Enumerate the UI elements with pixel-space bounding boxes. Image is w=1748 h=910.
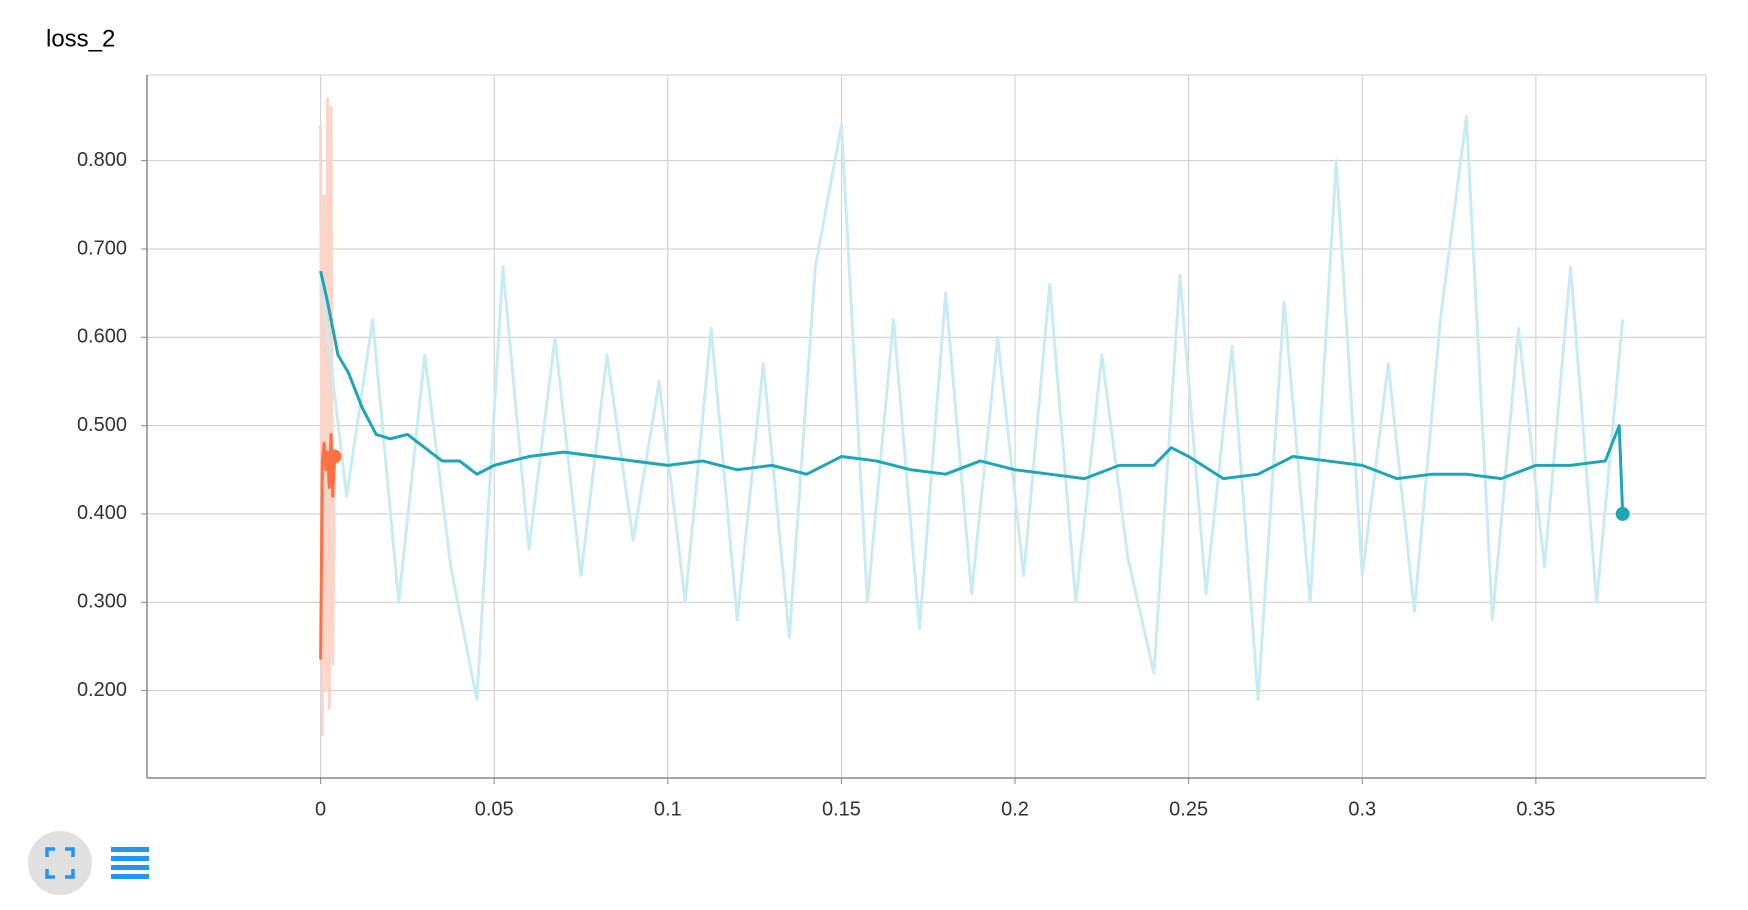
chart-title: loss_2 [46, 25, 115, 52]
y-tick-label: 0.200 [77, 679, 127, 701]
x-tick-label: 0.15 [822, 798, 861, 820]
plot-area: 0.200 0.300 0.400 0.500 0.600 0.700 0.800 0 0.05… [77, 74, 1707, 820]
x-tick-label: 0.3 [1348, 798, 1376, 820]
data-table-button[interactable] [111, 847, 149, 879]
y-tick-label: 0.300 [77, 591, 127, 613]
fullscreen-button[interactable] [28, 831, 92, 895]
y-tick-label: 0.400 [77, 502, 127, 524]
x-tick-label: 0 [315, 798, 326, 820]
x-tick-label: 0.1 [654, 798, 682, 820]
y-tick-label: 0.500 [77, 414, 127, 436]
y-tick-label: 0.800 [77, 149, 127, 171]
end-marker [1615, 506, 1630, 521]
series-line [319, 115, 1625, 701]
series-line [319, 270, 1625, 514]
x-tick-label: 0.25 [1169, 798, 1208, 820]
x-tick-label: 0.35 [1516, 798, 1555, 820]
series-line [319, 97, 336, 737]
x-tick-label: 0.05 [475, 798, 514, 820]
y-tick-label: 0.700 [77, 237, 127, 259]
y-tick-label: 0.600 [77, 326, 127, 348]
end-marker [327, 449, 342, 464]
series-line [319, 432, 336, 660]
x-tick-label: 0.2 [1001, 798, 1029, 820]
